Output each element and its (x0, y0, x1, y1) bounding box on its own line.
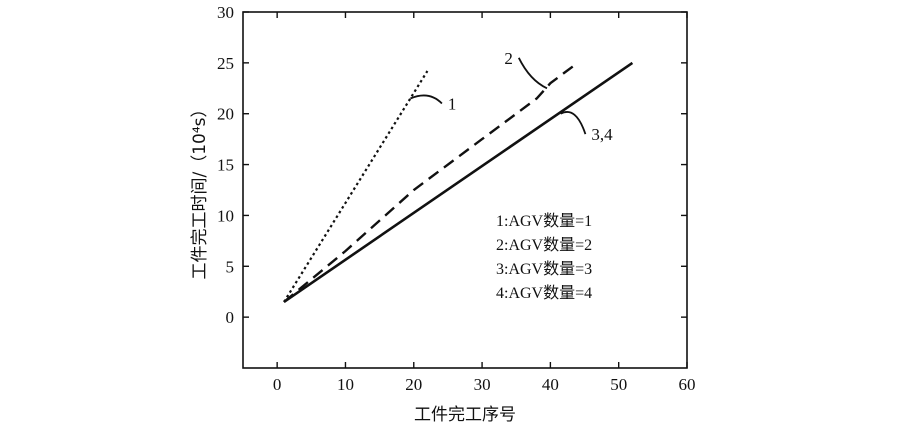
x-tick-label: 20 (405, 375, 422, 394)
y-tick-label: 5 (226, 257, 235, 276)
y-axis-ticks: 0 5 10 15 20 25 30 (217, 3, 687, 327)
legend-entry: 3:AGV数量=3 (496, 260, 592, 278)
x-axis-ticks: 0 10 20 30 40 50 60 (273, 12, 696, 394)
legend: 1:AGV数量=1 2:AGV数量=2 3:AGV数量=3 4:AGV数量=4 (496, 212, 592, 302)
x-tick-label: 0 (273, 375, 282, 394)
y-tick-label: 10 (217, 206, 234, 225)
x-tick-label: 50 (610, 375, 627, 394)
series-line-3 (283, 61, 634, 303)
legend-entry: 1:AGV数量=1 (496, 212, 592, 230)
y-tick-label: 15 (217, 156, 234, 175)
series-line-1 (283, 70, 429, 303)
series-group (283, 61, 634, 303)
series-line-2 (283, 61, 579, 303)
x-tick-label: 30 (474, 375, 491, 394)
x-tick-label: 40 (542, 375, 559, 394)
y-tick-label: 30 (217, 3, 234, 22)
y-axis-title: 工件完工时间/（10⁴s） (190, 100, 210, 279)
annotation-leader (517, 57, 548, 90)
annotation-label: 1 (448, 95, 457, 114)
annotations-group: 123,4 (410, 49, 613, 144)
annotation-leader (560, 111, 587, 135)
y-tick-label: 25 (217, 54, 234, 73)
legend-entry: 2:AGV数量=2 (496, 236, 592, 254)
x-tick-label: 60 (679, 375, 696, 394)
y-tick-label: 0 (226, 308, 235, 327)
annotation-label: 3,4 (591, 125, 613, 144)
annotation-label: 2 (504, 49, 513, 68)
legend-entry: 4:AGV数量=4 (496, 284, 592, 302)
annotation-leader (410, 94, 443, 105)
x-tick-label: 10 (337, 375, 354, 394)
x-axis-title: 工件完工序号 (414, 405, 516, 425)
y-tick-label: 20 (217, 105, 234, 124)
plot-frame (242, 11, 688, 369)
